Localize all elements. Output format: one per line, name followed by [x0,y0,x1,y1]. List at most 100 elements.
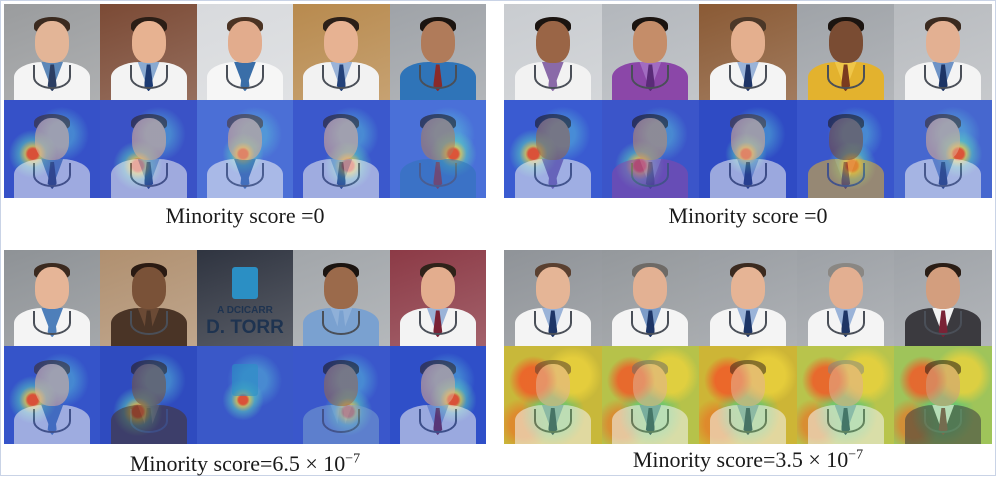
generated-photo [699,4,797,100]
doctor-face [633,363,668,406]
doctor-figure [903,250,983,346]
doctor-figure [610,250,690,346]
panel-top-left [4,4,486,233]
generated-photo [293,4,390,100]
doctor-face [324,267,359,310]
poster-text-line-2: D. TORR [206,316,284,338]
stethoscope-icon [322,311,361,336]
doctor-figure [610,4,690,100]
stethoscope-icon [322,65,361,90]
doctor-face [730,363,765,406]
attention-heatmap [389,346,486,444]
panel-caption: Minority score=3.5 × 10−7 [504,447,992,473]
generated-photo [894,4,992,100]
doctor-figure [513,346,593,444]
heatmap-figure-overlay [894,100,992,198]
attention-heatmap [601,100,700,198]
attention-heatmap [504,100,602,198]
doctor-face [420,363,455,406]
stethoscope-icon [533,311,572,336]
stethoscope-icon [924,65,963,90]
doctor-figure [205,100,285,198]
generated-photo [504,4,602,100]
doctor-figure [806,100,886,198]
doctor-face [227,21,262,64]
doctor-face [324,21,359,64]
attention-heatmap [196,346,294,444]
doctor-figure [806,346,886,444]
panel-top-right [504,4,992,233]
heatmap-figure-overlay [797,346,895,444]
attention-heatmap [796,100,895,198]
doctor-face [131,117,166,160]
stethoscope-icon [924,311,963,336]
doctor-figure [109,250,189,346]
doctor-face [926,117,961,160]
attention-heatmap [699,100,797,198]
stethoscope-icon [533,65,572,90]
doctor-figure [301,4,381,100]
stethoscope-icon [826,311,865,336]
caption-text: Minority score=6.5 × 10 [129,451,346,476]
generated-photo [293,250,390,346]
stethoscope-icon [418,65,457,90]
stethoscope-icon [129,65,168,90]
heatmap-figure-overlay [4,346,100,444]
stethoscope-icon [924,408,963,433]
doctor-figure [903,100,983,198]
doctor-face [131,363,166,406]
caption-exponent: −7 [345,451,361,467]
doctor-figure [12,346,92,444]
heatmap-figure-overlay [504,346,602,444]
doctor-figure [109,4,189,100]
generated-photo [699,250,797,346]
stethoscope-icon [631,162,670,187]
panel-bottom-left: A DCICARR D. TORR [4,250,486,481]
stethoscope-icon [533,408,572,433]
doctor-figure [708,346,788,444]
photo-row [504,4,992,100]
generated-photo [100,4,197,100]
caption-text: Minority score =0 [165,203,325,228]
heatmap-figure-overlay [602,100,700,198]
doctor-figure [806,250,886,346]
heatmap-figure-overlay [699,100,797,198]
generated-photo [4,250,101,346]
stethoscope-icon [33,162,72,187]
caption-text: Minority score=3.5 × 10 [632,447,849,472]
doctor-face [730,21,765,64]
attention-heatmap [504,346,602,444]
doctor-figure [708,250,788,346]
doctor-face [227,117,262,160]
stethoscope-icon [33,65,72,90]
attention-heatmap [894,100,992,198]
heatmap-figure-overlay [100,100,196,198]
heatmap-row [4,100,486,198]
heatmap-figure-overlay [504,100,602,198]
generated-photo [100,250,197,346]
attention-heatmap [601,346,700,444]
doctor-figure [610,100,690,198]
generated-photo [894,250,992,346]
stethoscope-icon [129,162,168,187]
doctor-face [420,267,455,310]
doctor-face [730,267,765,310]
stethoscope-icon [33,408,72,433]
panel-caption: Minority score =0 [4,203,486,229]
attention-heatmap [699,346,797,444]
panel-caption: Minority score=6.5 × 10−7 [4,451,486,477]
doctor-figure [12,250,92,346]
doctor-face [535,117,570,160]
photo-row [4,4,486,100]
attention-heatmap [894,346,992,444]
attention-heatmap [293,346,390,444]
stethoscope-icon [631,408,670,433]
doctor-figure [610,346,690,444]
doctor-face [131,21,166,64]
stethoscope-icon [826,162,865,187]
doctor-face [926,363,961,406]
generated-photo [601,4,700,100]
stethoscope-icon [924,162,963,187]
stethoscope-icon [33,311,72,336]
doctor-figure [205,4,285,100]
